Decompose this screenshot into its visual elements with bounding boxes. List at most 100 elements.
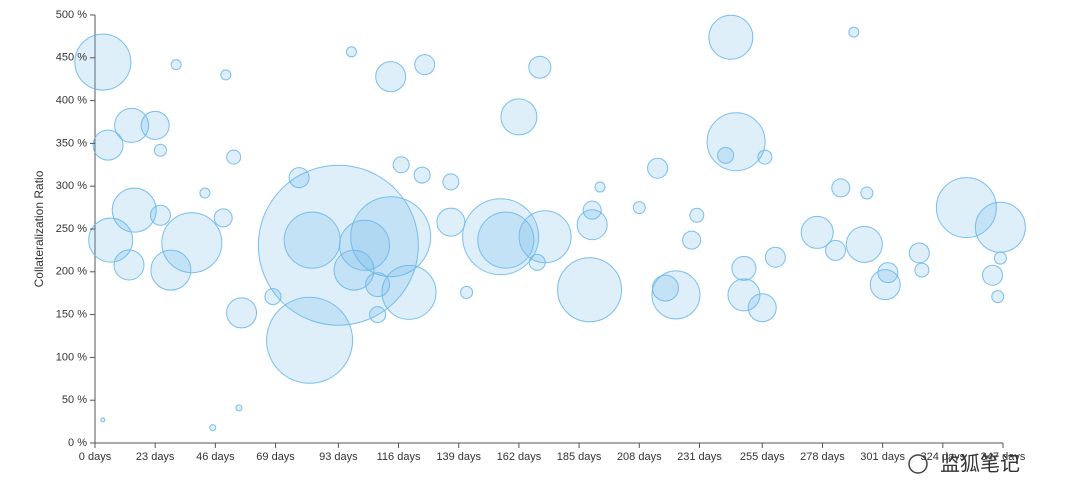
y-tick-label: 400 % (56, 95, 87, 107)
bubble (213, 208, 233, 228)
bubble (460, 285, 474, 299)
bubble (764, 246, 786, 268)
bubble (914, 262, 930, 278)
y-tick-label: 150 % (56, 309, 87, 321)
watermark-group: 监狐笔记 (908, 452, 1020, 476)
x-tick-label: 46 days (196, 451, 235, 463)
bubble (727, 278, 761, 312)
bubble (369, 306, 387, 324)
bubble (860, 186, 874, 200)
bubble (800, 215, 834, 249)
bubble (199, 187, 211, 199)
bubble (757, 149, 773, 165)
bubble (220, 69, 232, 81)
watermark: 监狐笔记 (940, 452, 1020, 476)
bubble (689, 207, 705, 223)
bubble (92, 129, 124, 161)
y-tick-label: 500 % (56, 9, 87, 21)
x-tick-label: 93 days (319, 451, 358, 463)
bubble (877, 262, 899, 284)
x-tick-label: 23 days (136, 451, 175, 463)
x-tick-label: 231 days (677, 451, 722, 463)
y-tick-label: 350 % (56, 137, 87, 149)
bubble (153, 143, 167, 157)
bubble (288, 167, 310, 189)
x-tick-label: 278 days (800, 451, 845, 463)
bubble (632, 201, 646, 215)
bubble (88, 217, 134, 263)
bubble (226, 297, 258, 329)
bubble (264, 288, 282, 306)
x-tick-label: 162 days (497, 451, 542, 463)
bubble (114, 107, 150, 143)
bubble (226, 149, 242, 165)
bubble (731, 255, 757, 281)
bubble (149, 204, 171, 226)
bubble (908, 242, 930, 264)
bubble (235, 404, 243, 412)
bubble (848, 26, 860, 38)
bubble (576, 209, 608, 241)
bubble (518, 210, 572, 264)
bubble (413, 166, 431, 184)
bubble (113, 249, 145, 281)
bubble (974, 201, 1026, 253)
bubble (528, 55, 552, 79)
x-tick-label: 347 days (981, 451, 1026, 463)
bubble (375, 61, 407, 93)
bubble (100, 417, 106, 423)
bubble (869, 269, 901, 301)
bubble (557, 257, 623, 323)
bubble (651, 274, 679, 302)
bubble (500, 98, 538, 136)
bubble (161, 212, 223, 274)
y-tick-label: 50 % (62, 394, 87, 406)
bubble (991, 290, 1005, 304)
bubble (140, 110, 170, 140)
bubble (345, 46, 357, 58)
bubble (682, 230, 702, 250)
watermark-icon (908, 454, 928, 474)
bubble (381, 264, 437, 320)
bubble (717, 146, 735, 164)
y-tick-label: 450 % (56, 52, 87, 64)
bubble (747, 293, 777, 323)
bubble (365, 272, 391, 298)
y-axis-label: Collateralization Ratio (32, 170, 46, 287)
y-tick-label: 0 % (68, 437, 87, 449)
bubble (283, 211, 341, 269)
bubble (935, 177, 997, 239)
y-tick-label: 200 % (56, 266, 87, 278)
x-tick-label: 185 days (557, 451, 602, 463)
bubble (594, 181, 606, 193)
bubble (150, 249, 192, 291)
y-tick-label: 250 % (56, 223, 87, 235)
y-tick-label: 300 % (56, 180, 87, 192)
bubble (414, 54, 436, 76)
bubble (350, 196, 432, 278)
x-tick-label: 324 days (920, 451, 965, 463)
x-tick-label: 208 days (617, 451, 662, 463)
bubble (706, 112, 766, 172)
bubble (170, 59, 182, 71)
x-tick-label: 0 days (79, 451, 112, 463)
bubble (651, 270, 701, 320)
x-tick-label: 301 days (860, 451, 905, 463)
x-tick-label: 255 days (740, 451, 785, 463)
bubble (442, 173, 460, 191)
bubble (528, 253, 546, 271)
bubble (582, 200, 602, 220)
x-tick-label: 69 days (256, 451, 295, 463)
bubble (993, 251, 1007, 265)
x-tick-label: 139 days (436, 451, 481, 463)
bubble (825, 239, 847, 261)
bubble (845, 225, 883, 263)
bubble (257, 164, 419, 326)
bubble (436, 207, 466, 237)
bubble (647, 157, 669, 179)
bubble (111, 187, 157, 233)
bubble (209, 424, 217, 432)
y-tick-label: 100 % (56, 351, 87, 363)
